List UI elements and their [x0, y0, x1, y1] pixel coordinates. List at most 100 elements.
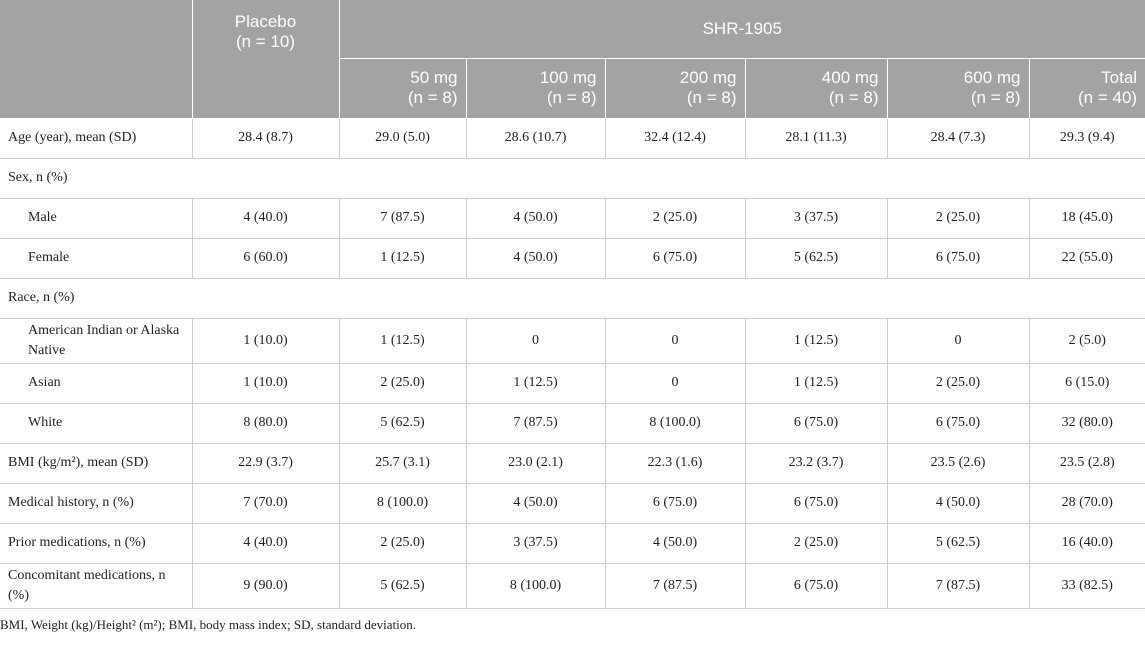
table-cell: 0 [465, 317, 606, 364]
table-row: Male 4 (40.0) 7 (87.5) 4 (50.0) 2 (25.0) 3 (3… [0, 197, 1145, 239]
table-cell: 7 (87.5) [338, 197, 467, 239]
table-cell: 5 (62.5) [744, 237, 888, 279]
header-row: Placebo (n = 10) SHR-1905 [0, 0, 1145, 119]
table-cell: 28.4 (8.7) [191, 117, 340, 159]
stub-header [0, 0, 193, 119]
table-cell: 9 (90.0) [191, 562, 340, 609]
table-cell: 8 (100.0) [338, 482, 467, 524]
header-name: Placebo [234, 12, 297, 31]
group-header: SHR-1905 [339, 0, 1145, 59]
table-cell: 4 (40.0) [191, 522, 340, 564]
table-row: BMI (kg/m²), mean (SD) 22.9 (3.7) 25.7 (3.… [0, 442, 1145, 484]
header-n: (n = 8) [546, 88, 597, 107]
header-n: (n = 8) [828, 88, 879, 107]
table-cell: 2 (25.0) [886, 362, 1030, 404]
header-name: 400 mg [821, 68, 879, 87]
table-row: Female 6 (60.0) 1 (12.5) 4 (50.0) 6 (75.0) 5 … [0, 237, 1145, 279]
table-body: Age (year), mean (SD) 28.4 (8.7) 29.0 (5.0… [0, 117, 1145, 609]
row-label: Medical history, n (%) [0, 482, 193, 524]
header-row: 50 mg (n = 8) 100 mg (n = 8) 200 mg (n = 8) 40… [0, 58, 1145, 119]
table-cell: 29.0 (5.0) [338, 117, 467, 159]
table-cell: 5 (62.5) [886, 522, 1030, 564]
table-cell: 2 (25.0) [338, 522, 467, 564]
table-cell: 4 (40.0) [191, 197, 340, 239]
table-cell: 7 (87.5) [604, 562, 746, 609]
table-cell: 1 (12.5) [744, 317, 888, 364]
header-name: 600 mg [963, 68, 1021, 87]
table-cell: 4 (50.0) [465, 482, 606, 524]
row-label: American Indian or Alaska Native [0, 317, 193, 364]
table-cell: 4 (50.0) [604, 522, 746, 564]
header-n: (n = 8) [407, 88, 458, 107]
table-cell: 33 (82.5) [1028, 562, 1145, 609]
table-cell: 6 (60.0) [191, 237, 340, 279]
table-cell: 3 (37.5) [744, 197, 888, 239]
table-cell: 6 (75.0) [744, 482, 888, 524]
table-cell: 32 (80.0) [1028, 402, 1145, 444]
table-cell: 1 (12.5) [744, 362, 888, 404]
table-cell: 0 [886, 317, 1030, 364]
table-cell: 23.5 (2.6) [886, 442, 1030, 484]
header-cell: 400 mg (n = 8) [745, 58, 888, 119]
header-n: (n = 10) [235, 32, 296, 51]
table-cell: 18 (45.0) [1028, 197, 1145, 239]
header-name: Total [1101, 68, 1138, 87]
row-label: Prior medications, n (%) [0, 522, 193, 564]
header-name: 200 mg [679, 68, 737, 87]
table-row: Concomitant medications, n (%) 9 (90.0) 5 … [0, 562, 1145, 609]
header-cell: 600 mg (n = 8) [887, 58, 1030, 119]
table-cell: 1 (10.0) [191, 317, 340, 364]
table-cell: 23.5 (2.8) [1028, 442, 1145, 484]
table-cell: 4 (50.0) [465, 197, 606, 239]
table-cell: 4 (50.0) [886, 482, 1030, 524]
table-row: Medical history, n (%) 7 (70.0) 8 (100.0) 4… [0, 482, 1145, 524]
table-cell: 8 (100.0) [604, 402, 746, 444]
table-cell: 28 (70.0) [1028, 482, 1145, 524]
footnote: BMI, Weight (kg)/Height² (m²); BMI, body… [0, 616, 416, 632]
header-name: 100 mg [539, 68, 597, 87]
header-cell: Placebo (n = 10) [192, 0, 340, 119]
row-label: Concomitant medications, n (%) [0, 562, 193, 609]
table-cell: 7 (87.5) [886, 562, 1030, 609]
table-cell: 6 (75.0) [744, 562, 888, 609]
section-row: Race, n (%) [0, 277, 1145, 319]
table-cell: 2 (25.0) [338, 362, 467, 404]
table-cell: 23.2 (3.7) [744, 442, 888, 484]
table-cell: 1 (12.5) [338, 237, 467, 279]
table-cell: 6 (15.0) [1028, 362, 1145, 404]
table-row: Prior medications, n (%) 4 (40.0) 2 (25.0)… [0, 522, 1145, 564]
row-label: BMI (kg/m²), mean (SD) [0, 442, 193, 484]
table-cell: 5 (62.5) [338, 402, 467, 444]
table-cell: 28.4 (7.3) [886, 117, 1030, 159]
table-cell: 28.6 (10.7) [465, 117, 606, 159]
row-label: Male [0, 197, 193, 239]
table-cell: 7 (70.0) [191, 482, 340, 524]
section-label: Race, n (%) [0, 277, 1145, 319]
table-cell: 32.4 (12.4) [604, 117, 746, 159]
row-label: Female [0, 237, 193, 279]
table-cell: 1 (12.5) [465, 362, 606, 404]
table-cell: 3 (37.5) [465, 522, 606, 564]
header-n: (n = 8) [970, 88, 1021, 107]
table-cell: 6 (75.0) [886, 402, 1030, 444]
table-cell: 23.0 (2.1) [465, 442, 606, 484]
table-header: Placebo (n = 10) SHR-1905 50 mg (n = 8) 100 m… [0, 0, 1145, 119]
table-cell: 6 (75.0) [604, 482, 746, 524]
header-cell: 200 mg (n = 8) [605, 58, 746, 119]
table-cell: 4 (50.0) [465, 237, 606, 279]
table-cell: 25.7 (3.1) [338, 442, 467, 484]
header-n: (n = 40) [1078, 88, 1138, 107]
table-cell: 6 (75.0) [604, 237, 746, 279]
table-cell: 0 [604, 362, 746, 404]
table-cell: 2 (5.0) [1028, 317, 1145, 364]
table-cell: 6 (75.0) [744, 402, 888, 444]
section-label: Sex, n (%) [0, 157, 1145, 199]
table-row: Asian 1 (10.0) 2 (25.0) 1 (12.5) 0 1 (12.5) 2 … [0, 362, 1145, 404]
table-row: Age (year), mean (SD) 28.4 (8.7) 29.0 (5.0… [0, 117, 1145, 159]
header-cell: 50 mg (n = 8) [339, 58, 467, 119]
table-cell: 6 (75.0) [886, 237, 1030, 279]
table-cell: 8 (80.0) [191, 402, 340, 444]
table-cell: 1 (12.5) [338, 317, 467, 364]
table-cell: 2 (25.0) [744, 522, 888, 564]
header-name: 50 mg [410, 68, 458, 87]
